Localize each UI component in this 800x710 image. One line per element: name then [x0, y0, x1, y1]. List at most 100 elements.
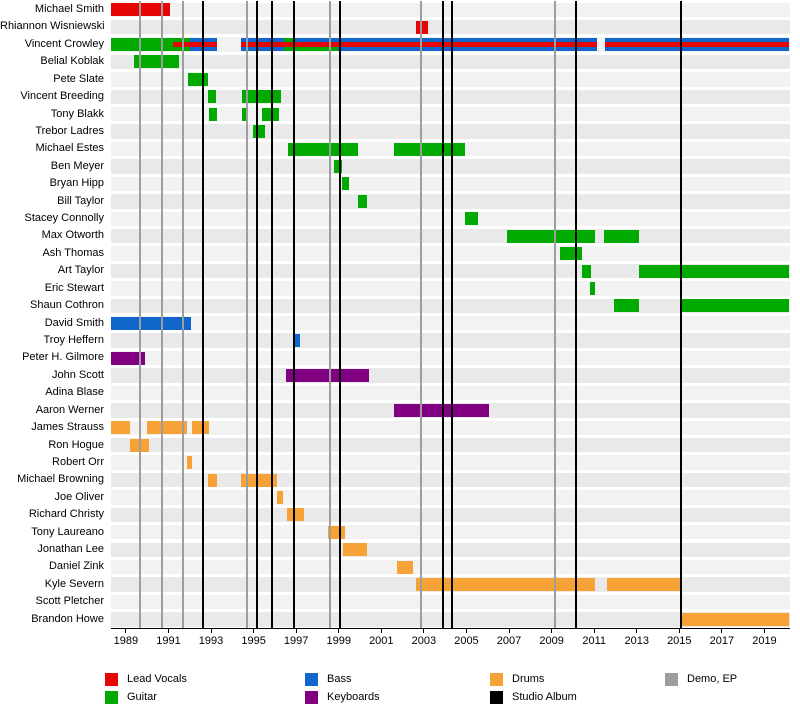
year-label: 1989 [113, 635, 139, 647]
row-stripe [111, 194, 790, 209]
member-name: Stacey Connolly [24, 212, 105, 225]
bar-stripe-bass [189, 46, 218, 52]
bar-stripe-guitar [207, 90, 217, 104]
axis-tick [125, 629, 127, 633]
legend-item-guitar: Guitar [105, 690, 157, 704]
year-label: 1995 [241, 635, 266, 647]
bar-stripe-bass [189, 38, 218, 43]
timeline-bar [287, 142, 358, 156]
legend-label: Guitar [127, 691, 157, 703]
row-stripe [111, 246, 790, 261]
bar-stripe-guitar [208, 107, 218, 121]
member-name: Bryan Hipp [49, 177, 104, 190]
legend-item-demo_ep: Demo, EP [665, 672, 737, 686]
axis-tick [253, 629, 255, 633]
member-name: Ben Meyer [50, 159, 104, 172]
bar-stripe-bass [294, 334, 301, 348]
member-name: Belial Koblak [40, 55, 104, 68]
axis-tick [380, 629, 382, 633]
row-stripe [111, 159, 790, 174]
row-stripe [111, 350, 790, 366]
axis-tick [210, 629, 212, 633]
row-stripe [111, 72, 790, 87]
bar-stripe-bass [111, 316, 191, 330]
demo-ep-line [329, 1, 332, 628]
row-stripe [111, 594, 790, 610]
timeline-bar [681, 299, 789, 313]
year-label: 2013 [624, 635, 649, 647]
timeline-bar [241, 107, 248, 121]
bar-stripe-lead_vocals [240, 42, 285, 47]
member-name: Ron Hogue [48, 438, 104, 451]
timeline-bar [207, 90, 217, 104]
timeline-bar [186, 456, 192, 470]
studio-album-line [338, 1, 341, 628]
member-name: John Scott [52, 368, 104, 381]
bar-stripe-guitar [284, 46, 296, 52]
demo-ep-line [246, 1, 249, 628]
timeline-bar [189, 38, 218, 52]
timeline-bar [187, 72, 208, 86]
studio-album-line [680, 1, 683, 628]
studio-album-line [255, 1, 258, 628]
member-name: Michael Estes [35, 142, 104, 155]
row-stripe [111, 54, 790, 70]
bar-stripe-drums [286, 508, 304, 522]
bar-stripe-guitar [111, 38, 173, 52]
bar-stripe-guitar [589, 281, 596, 295]
demo-ep-line [419, 1, 422, 628]
row-stripe [111, 542, 790, 557]
bar-stripe-guitar [560, 247, 583, 261]
bar-stripe-guitar [603, 229, 639, 243]
bar-stripe-guitar [241, 107, 248, 121]
timeline-bar [111, 351, 146, 365]
member-name: Joe Oliver [54, 490, 104, 503]
year-label: 2015 [667, 635, 692, 647]
timeline-bar [286, 508, 304, 522]
row-stripe [111, 2, 790, 17]
axis-tick [167, 629, 169, 633]
bar-stripe-guitar [334, 159, 342, 173]
axis-tick [508, 629, 510, 633]
year-label: 1999 [326, 635, 351, 647]
member-name: Peter H. Gilmore [22, 351, 104, 364]
bar-stripe-guitar [172, 46, 190, 52]
bar-stripe-guitar [187, 72, 208, 86]
timeline-bar [284, 38, 296, 52]
bar-stripe-bass [337, 38, 598, 43]
timeline-bar [134, 55, 180, 69]
year-label: 2017 [709, 635, 735, 647]
member-name: Troy Heffern [43, 333, 104, 346]
bar-stripe-bass [604, 46, 789, 52]
row-stripe [111, 507, 790, 523]
x-axis-line [111, 628, 790, 629]
timeline-bar [603, 229, 639, 243]
timeline-bar [582, 264, 591, 278]
bar-stripe-keyboards [285, 369, 369, 383]
timeline-bar [416, 578, 596, 592]
timeline-bar [147, 421, 187, 435]
bar-stripe-guitar [614, 299, 639, 313]
bar-stripe-lead_vocals [604, 42, 789, 47]
legend-item-drums: Drums [490, 672, 544, 686]
year-label: 2003 [411, 635, 437, 647]
timeline-bar [397, 560, 414, 574]
bar-stripe-bass [240, 46, 285, 52]
bar-stripe-drums [681, 612, 789, 626]
timeline-bar [262, 107, 280, 121]
member-name: Daniel Zink [48, 560, 104, 573]
timeline-bar [240, 473, 277, 487]
year-label: 2001 [369, 635, 394, 647]
legend-item-bass: Bass [305, 672, 351, 686]
studio-album-line [442, 1, 445, 628]
year-label: 2005 [454, 635, 479, 647]
row-stripe [111, 612, 790, 627]
bar-stripe-lead_vocals [295, 42, 338, 47]
member-name: Pete Slate [53, 72, 104, 85]
bar-stripe-lead_vocals [416, 20, 429, 34]
timeline-bar [681, 612, 789, 626]
timeline-bar [638, 264, 789, 278]
member-name: Tony Laureano [31, 525, 104, 538]
timeline-bar [394, 403, 489, 417]
row-stripe [111, 420, 790, 435]
